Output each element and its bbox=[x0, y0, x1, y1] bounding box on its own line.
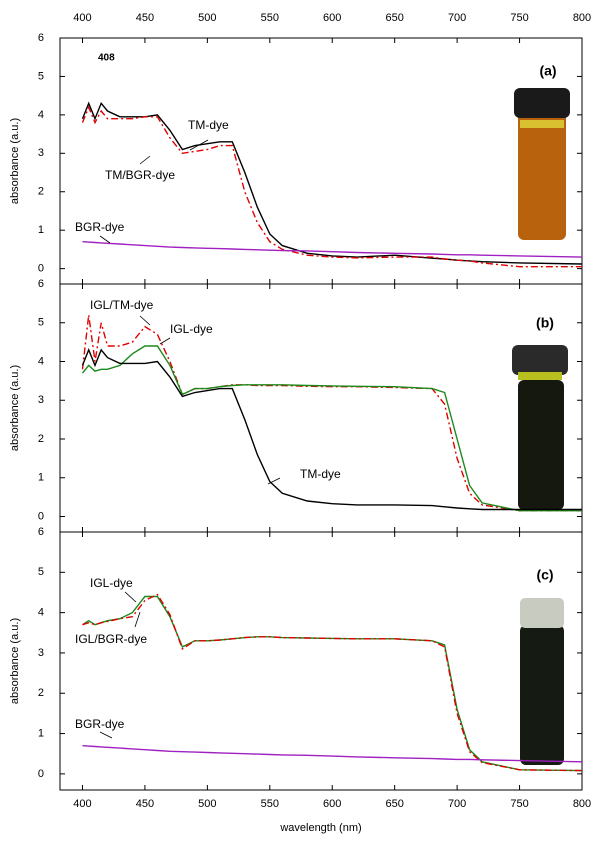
label-leader bbox=[267, 477, 281, 485]
plot-frame bbox=[59, 37, 583, 285]
series-label: TM/BGR-dye bbox=[105, 168, 175, 182]
series-label: IGL-dye bbox=[170, 322, 213, 336]
vial-c bbox=[520, 598, 564, 765]
x-tick-label-top: 450 bbox=[136, 12, 154, 24]
label-leader bbox=[134, 611, 141, 628]
data-line bbox=[82, 593, 583, 772]
annotation: 408 bbox=[98, 53, 115, 64]
x-tick-label-top: 650 bbox=[385, 12, 403, 24]
x-tick-label: 800 bbox=[573, 798, 591, 810]
panel-label: (c) bbox=[536, 567, 553, 583]
x-tick-label-top: 400 bbox=[73, 12, 91, 24]
label-leader bbox=[189, 139, 209, 151]
y-tick-label: 1 bbox=[38, 727, 44, 739]
vial-b bbox=[512, 345, 568, 510]
label-leader bbox=[99, 235, 111, 244]
x-tick-label-top: 800 bbox=[573, 12, 591, 24]
data-line bbox=[81, 345, 582, 512]
label-leader bbox=[99, 731, 113, 739]
x-tick-label: 650 bbox=[385, 798, 403, 810]
y-tick-label: 4 bbox=[38, 355, 44, 367]
y-tick-label: 5 bbox=[38, 317, 44, 329]
data-line bbox=[81, 105, 582, 268]
x-tick-label-top: 550 bbox=[261, 12, 279, 24]
x-tick-label: 450 bbox=[136, 798, 154, 810]
y-tick-label: 5 bbox=[38, 566, 44, 578]
y-tick-label: 3 bbox=[38, 647, 44, 659]
y-tick-label: 2 bbox=[38, 687, 44, 699]
y-tick-label: 4 bbox=[38, 109, 44, 121]
x-tick-label: 600 bbox=[323, 798, 341, 810]
label-leader bbox=[139, 315, 151, 326]
label-leader bbox=[124, 591, 137, 603]
series-label: TM-dye bbox=[300, 467, 341, 481]
data-line bbox=[81, 348, 582, 511]
y-axis-label: absorbance (a.u.) bbox=[9, 118, 21, 204]
y-tick-label: 2 bbox=[38, 433, 44, 445]
y-tick-label: 4 bbox=[38, 607, 44, 619]
plot-frame bbox=[59, 531, 583, 791]
panel-label: (b) bbox=[536, 315, 554, 331]
y-axis-label: absorbance (a.u.) bbox=[9, 365, 21, 451]
panel-label: (a) bbox=[539, 63, 556, 79]
x-tick-label: 500 bbox=[198, 798, 216, 810]
x-tick-label-top: 600 bbox=[323, 12, 341, 24]
data-line bbox=[82, 745, 583, 763]
x-axis-label: wavelength (nm) bbox=[279, 822, 361, 834]
x-tick-label: 550 bbox=[261, 798, 279, 810]
series-label: BGR-dye bbox=[75, 717, 125, 731]
y-tick-label: 6 bbox=[38, 278, 44, 290]
y-tick-label: 0 bbox=[38, 263, 44, 275]
y-tick-label: 3 bbox=[38, 394, 44, 406]
series-label: TM-dye bbox=[188, 118, 229, 132]
data-line bbox=[82, 241, 583, 258]
y-tick-label: 1 bbox=[38, 224, 44, 236]
data-line bbox=[82, 595, 583, 772]
y-tick-label: 0 bbox=[38, 510, 44, 522]
y-tick-label: 0 bbox=[38, 768, 44, 780]
y-axis-label: absorbance (a.u.) bbox=[9, 618, 21, 704]
series-label: IGL-dye bbox=[90, 576, 133, 590]
y-tick-label: 6 bbox=[38, 32, 44, 44]
label-leader bbox=[139, 155, 151, 165]
x-tick-label: 750 bbox=[510, 798, 528, 810]
x-tick-label: 400 bbox=[73, 798, 91, 810]
y-tick-label: 5 bbox=[38, 70, 44, 82]
x-tick-label: 700 bbox=[448, 798, 466, 810]
series-label: IGL/BGR-dye bbox=[75, 632, 147, 646]
y-tick-label: 2 bbox=[38, 186, 44, 198]
x-tick-label-top: 750 bbox=[510, 12, 528, 24]
vial-a bbox=[514, 88, 570, 240]
data-line bbox=[81, 101, 583, 265]
series-label: IGL/TM-dye bbox=[90, 298, 154, 312]
plot-frame bbox=[59, 283, 583, 533]
x-tick-label-top: 700 bbox=[448, 12, 466, 24]
y-tick-label: 3 bbox=[38, 147, 44, 159]
y-tick-label: 6 bbox=[38, 526, 44, 538]
series-label: BGR-dye bbox=[75, 220, 125, 234]
data-line bbox=[81, 314, 582, 512]
x-tick-label-top: 500 bbox=[198, 12, 216, 24]
y-tick-label: 1 bbox=[38, 472, 44, 484]
label-leader bbox=[159, 337, 171, 345]
